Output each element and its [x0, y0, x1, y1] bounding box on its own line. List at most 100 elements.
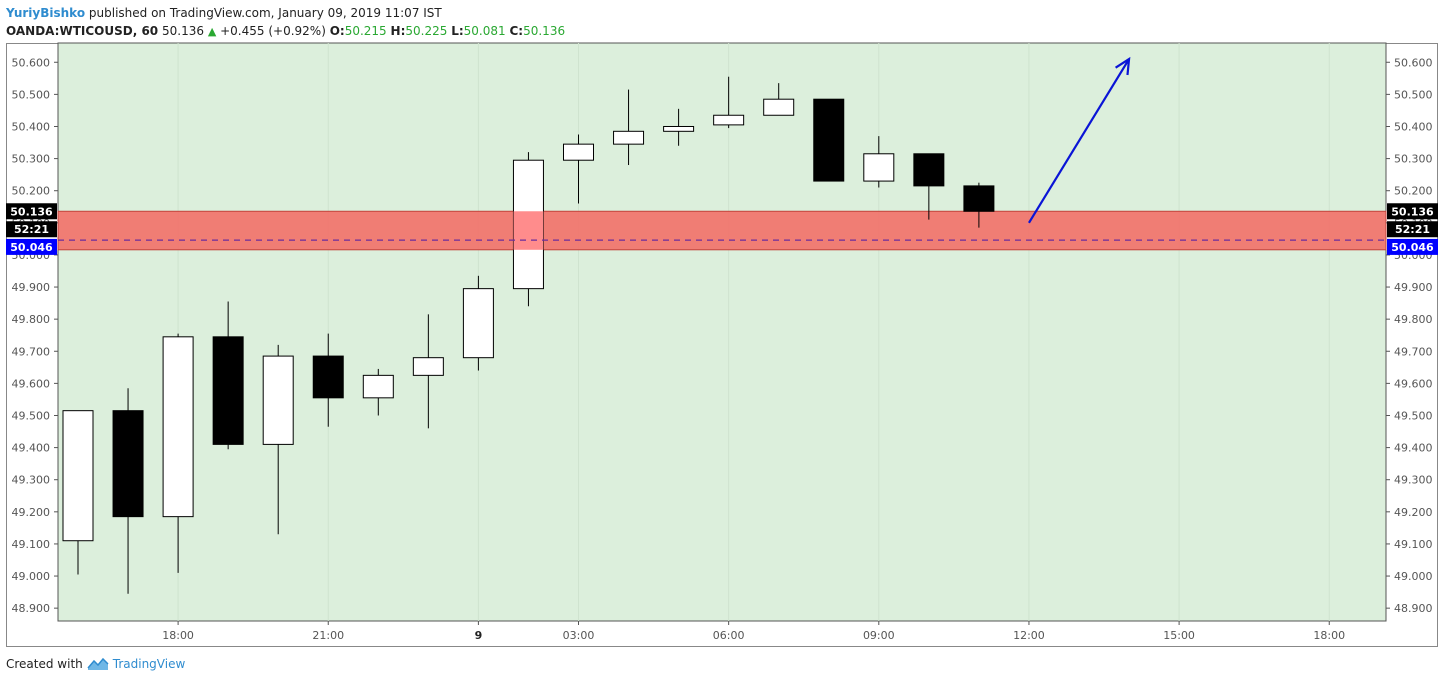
candle — [62, 410, 94, 575]
price-label-bg — [6, 221, 57, 238]
y-tick-label-right: 49.300 — [1394, 474, 1433, 487]
symbol-label: OANDA:WTICOUSD, 60 — [6, 24, 159, 38]
y-tick-label-right: 49.400 — [1394, 442, 1433, 455]
candle-body — [312, 355, 344, 399]
price-label-left: 50.046 — [6, 238, 57, 255]
y-tick-label-right: 49.800 — [1394, 313, 1433, 326]
price-label-bg — [6, 238, 57, 255]
candle-body — [563, 143, 594, 161]
close-value: 50.136 — [523, 24, 566, 38]
y-tick-label-left: 48.900 — [12, 602, 51, 615]
price-label-bg — [1387, 238, 1438, 255]
y-tick-label-left: 49.200 — [12, 506, 51, 519]
x-tick-label: 12:00 — [1013, 629, 1045, 642]
candle — [212, 301, 244, 450]
x-tick-label: 09:00 — [863, 629, 895, 642]
footer: Created with TradingView — [6, 657, 185, 671]
y-tick-label-right: 49.000 — [1394, 570, 1433, 583]
candle — [162, 333, 194, 573]
candle-body — [262, 355, 294, 445]
y-tick-label-left: 49.500 — [12, 409, 51, 422]
candle — [913, 153, 945, 220]
author-link[interactable]: YuriyBishko — [6, 6, 86, 20]
x-tick-label: 18:00 — [1313, 629, 1345, 642]
candle — [863, 136, 895, 188]
y-tick-label-left: 50.600 — [12, 56, 51, 69]
chart-header: YuriyBishko published on TradingView.com… — [6, 4, 565, 41]
price-label-right: 50.136 — [1387, 203, 1438, 220]
candle-body — [813, 98, 845, 182]
candle — [813, 98, 845, 182]
candle-body — [112, 410, 144, 518]
price-label-text: 50.046 — [10, 241, 53, 254]
published-text: published on TradingView.com, January 09… — [88, 6, 442, 20]
x-tick-label: 15:00 — [1163, 629, 1195, 642]
candle — [763, 83, 795, 116]
y-tick-label-left: 50.400 — [12, 120, 51, 133]
candle-body — [412, 357, 444, 376]
price-label-bg — [1387, 221, 1438, 238]
up-arrow-icon: ▲ — [207, 25, 217, 38]
last-price: 50.136 — [161, 24, 204, 38]
x-tick-label: 9 — [475, 629, 483, 642]
arrow-shaft — [1028, 58, 1130, 224]
low-value: 50.081 — [463, 24, 506, 38]
candle — [362, 368, 394, 416]
y-tick-label-left: 50.200 — [12, 185, 51, 198]
y-tick-label-right: 49.600 — [1394, 377, 1433, 390]
price-label-bg — [6, 203, 57, 220]
tradingview-logo-icon — [87, 657, 109, 670]
y-tick-label-left: 49.000 — [12, 570, 51, 583]
y-tick-label-left: 50.300 — [12, 153, 51, 166]
y-tick-label-left: 50.500 — [12, 88, 51, 101]
x-tick-label: 06:00 — [713, 629, 745, 642]
close-label: C: — [509, 24, 524, 38]
price-label-text: 52:21 — [14, 223, 49, 236]
publish-line: YuriyBishko published on TradingView.com… — [6, 4, 565, 22]
candle-body — [913, 153, 945, 187]
y-tick-label-right: 49.200 — [1394, 506, 1433, 519]
candle-body — [212, 336, 244, 445]
candle — [112, 388, 144, 594]
created-with-text: Created with — [6, 657, 83, 671]
candle — [462, 275, 494, 371]
arrow-head — [1115, 56, 1131, 76]
high-value: 50.225 — [405, 24, 448, 38]
y-tick-label-left: 49.100 — [12, 538, 51, 551]
candle-body — [162, 336, 194, 518]
y-tick-label-right: 50.300 — [1394, 153, 1433, 166]
tradingview-link[interactable]: TradingView — [112, 657, 186, 671]
open-label: O: — [329, 24, 345, 38]
candle — [663, 108, 695, 146]
y-tick-label-left: 49.300 — [12, 474, 51, 487]
candle — [713, 76, 745, 129]
candle-body — [362, 374, 394, 399]
y-tick-label-left: 49.700 — [12, 345, 51, 358]
y-tick-label-right: 50.500 — [1394, 88, 1433, 101]
support-zone-overlay — [513, 211, 544, 250]
candle-body — [763, 98, 795, 116]
candle — [963, 182, 995, 228]
x-tick-label: 21:00 — [312, 629, 344, 642]
price-label-right: 52:21 — [1387, 221, 1438, 238]
candle — [613, 89, 645, 166]
price-label-text: 50.136 — [10, 205, 53, 218]
y-tick-label-right: 48.900 — [1394, 602, 1433, 615]
candle-body — [663, 125, 695, 132]
price-change: +0.455 (+0.92%) — [220, 24, 326, 38]
candle-body — [462, 288, 494, 359]
price-label-text: 50.046 — [1391, 241, 1434, 254]
candle-body — [713, 114, 745, 126]
high-label: H: — [390, 24, 406, 38]
y-tick-label-right: 50.400 — [1394, 120, 1433, 133]
price-label-left: 52:21 — [6, 221, 57, 238]
price-label-left: 50.136 — [6, 203, 57, 220]
candle — [563, 134, 594, 204]
open-value: 50.215 — [344, 24, 387, 38]
plot-area — [57, 42, 1387, 622]
support-zone — [57, 210, 1387, 251]
price-label-text: 52:21 — [1395, 223, 1430, 236]
x-tick-label: 03:00 — [563, 629, 595, 642]
y-tick-label-right: 49.100 — [1394, 538, 1433, 551]
